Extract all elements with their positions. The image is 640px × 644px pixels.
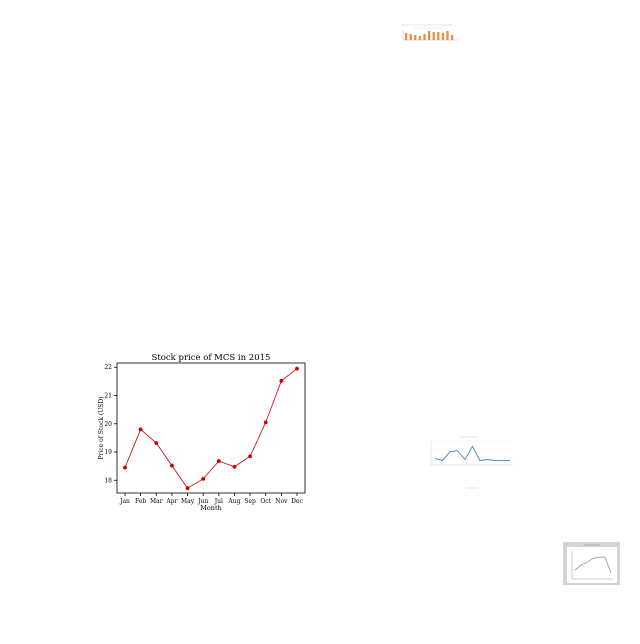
thumbnail-bar: [405, 33, 408, 40]
y-tick-label: 22: [104, 364, 112, 371]
data-point: [279, 378, 284, 383]
data-point: [138, 427, 143, 432]
data-point: [123, 465, 127, 470]
y-tick-label: 18: [104, 477, 112, 484]
main-chart: Stock price of MCS in 2015 18 19 20 21 22 Ja…: [98, 353, 306, 512]
thumbnail-plot-background: [567, 547, 617, 583]
thumbnail-bar: [423, 34, 426, 40]
y-tick-label: 19: [104, 449, 112, 456]
y-tick-label: 20: [104, 421, 112, 428]
x-axis-label: Month: [200, 504, 222, 512]
data-point: [216, 459, 221, 463]
series-line: [123, 366, 299, 491]
thumbnail-line-chart-blue: [430, 436, 513, 489]
x-axis-ticks: Jan Feb Mar Apr May Jun Jul Aug Sep Oct Nov Dec: [119, 493, 303, 505]
data-point: [295, 366, 299, 371]
data-point: [170, 463, 174, 468]
series-polyline: [124, 368, 298, 489]
x-tick-label: Oct: [260, 498, 271, 505]
thumbnail-bar: [409, 34, 412, 40]
x-tick-label: Apr: [165, 498, 177, 505]
x-tick-label: Dec: [291, 498, 303, 505]
x-tick-label: Nov: [275, 498, 288, 505]
data-point: [263, 420, 268, 425]
thumbnail-bar: [418, 36, 421, 40]
x-tick-label: Jul: [214, 498, 223, 505]
x-tick-label: Jan: [119, 498, 130, 505]
thumbnail-series-line: [434, 445, 510, 462]
data-point: [185, 486, 190, 491]
thumbnail-bar: [441, 33, 444, 40]
thumbnail-line-chart-grey: [563, 542, 620, 585]
plot-frame: [116, 362, 306, 494]
thumbnail-bar: [446, 31, 449, 40]
thumbnail-bar: [414, 35, 417, 40]
thumbnail-bar-chart: [392, 14, 464, 56]
data-point: [232, 464, 237, 469]
x-tick-label: Feb: [135, 498, 146, 505]
data-point: [248, 454, 252, 459]
x-tick-label: Aug: [227, 498, 240, 505]
thumbnail-bar: [428, 31, 431, 40]
y-axis-label: Price of Stock (USD): [98, 396, 105, 459]
x-tick-label: May: [181, 498, 195, 505]
thumbnail-series-line: [574, 556, 612, 573]
x-tick-label: Jun: [197, 498, 208, 505]
y-tick-label: 21: [104, 393, 112, 400]
x-tick-label: Mar: [150, 498, 163, 505]
thumbnail-bar: [451, 35, 454, 40]
thumbnail-bar: [437, 32, 440, 40]
data-point: [154, 441, 159, 445]
thumbnail-bar: [432, 32, 435, 40]
chart-title: Stock price of MCS in 2015: [152, 353, 271, 363]
thumbnail-bars: [405, 31, 454, 40]
data-point: [201, 476, 206, 481]
y-axis-ticks: 18 19 20 21 22: [104, 364, 117, 484]
x-tick-label: Sep: [244, 498, 256, 505]
